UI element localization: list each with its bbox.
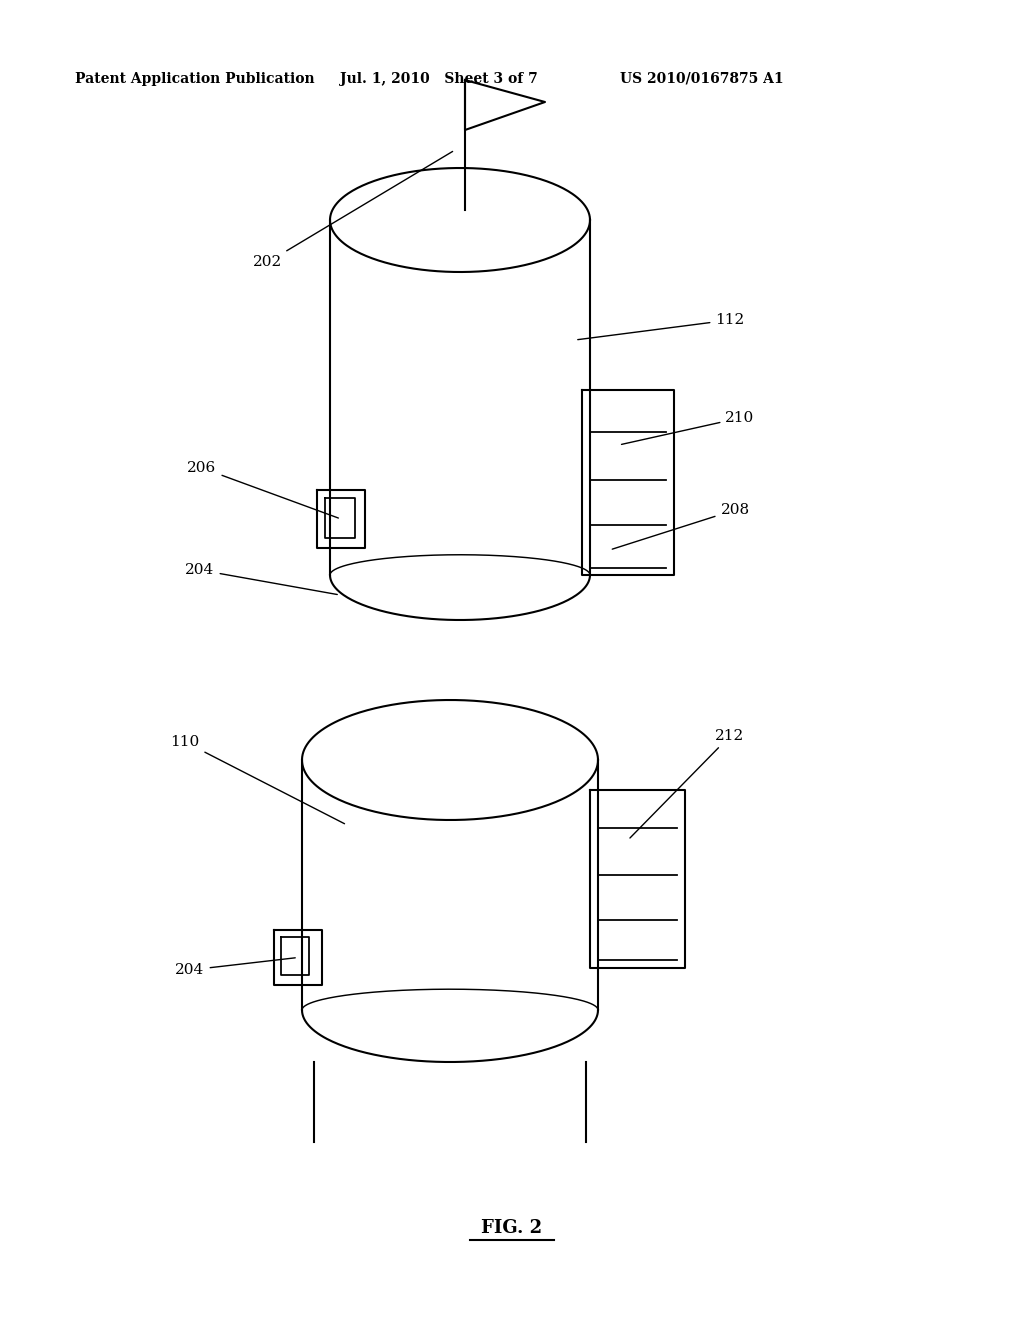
- Text: FIG. 2: FIG. 2: [481, 1218, 543, 1237]
- Text: US 2010/0167875 A1: US 2010/0167875 A1: [620, 73, 783, 86]
- Text: Patent Application Publication: Patent Application Publication: [75, 73, 314, 86]
- Text: 210: 210: [622, 411, 755, 445]
- Text: 206: 206: [187, 461, 338, 517]
- Text: Jul. 1, 2010   Sheet 3 of 7: Jul. 1, 2010 Sheet 3 of 7: [340, 73, 538, 86]
- Text: 208: 208: [612, 503, 750, 549]
- Text: 110: 110: [170, 735, 344, 824]
- Text: 212: 212: [630, 729, 744, 838]
- Text: 204: 204: [175, 958, 295, 977]
- Text: 112: 112: [578, 313, 744, 339]
- Text: 202: 202: [253, 152, 453, 269]
- Text: 204: 204: [185, 564, 337, 594]
